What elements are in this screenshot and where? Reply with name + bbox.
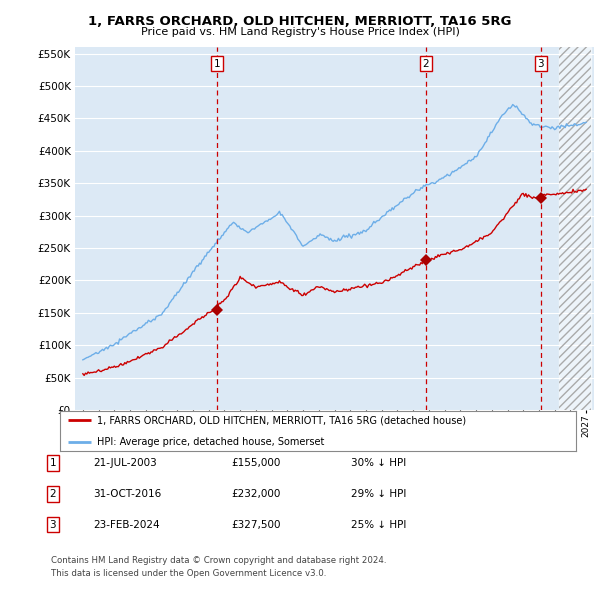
Text: Price paid vs. HM Land Registry's House Price Index (HPI): Price paid vs. HM Land Registry's House … bbox=[140, 27, 460, 37]
Text: 31-OCT-2016: 31-OCT-2016 bbox=[93, 489, 161, 499]
Text: Contains HM Land Registry data © Crown copyright and database right 2024.: Contains HM Land Registry data © Crown c… bbox=[51, 556, 386, 565]
Text: 1: 1 bbox=[214, 58, 221, 68]
Text: 21-JUL-2003: 21-JUL-2003 bbox=[93, 458, 157, 468]
Text: HPI: Average price, detached house, Somerset: HPI: Average price, detached house, Some… bbox=[97, 437, 325, 447]
Text: This data is licensed under the Open Government Licence v3.0.: This data is licensed under the Open Gov… bbox=[51, 569, 326, 578]
Text: 29% ↓ HPI: 29% ↓ HPI bbox=[351, 489, 406, 499]
Text: £155,000: £155,000 bbox=[231, 458, 280, 468]
Text: £327,500: £327,500 bbox=[231, 520, 281, 529]
Text: 2: 2 bbox=[422, 58, 429, 68]
Text: 30% ↓ HPI: 30% ↓ HPI bbox=[351, 458, 406, 468]
Text: £232,000: £232,000 bbox=[231, 489, 280, 499]
Text: 3: 3 bbox=[538, 58, 544, 68]
Text: 23-FEB-2024: 23-FEB-2024 bbox=[93, 520, 160, 529]
Text: 1, FARRS ORCHARD, OLD HITCHEN, MERRIOTT, TA16 5RG (detached house): 1, FARRS ORCHARD, OLD HITCHEN, MERRIOTT,… bbox=[97, 415, 466, 425]
Bar bbox=[559, 47, 591, 410]
Text: 1, FARRS ORCHARD, OLD HITCHEN, MERRIOTT, TA16 5RG: 1, FARRS ORCHARD, OLD HITCHEN, MERRIOTT,… bbox=[88, 15, 512, 28]
Bar bbox=[559, 47, 591, 410]
Text: 25% ↓ HPI: 25% ↓ HPI bbox=[351, 520, 406, 529]
Text: 1: 1 bbox=[49, 458, 56, 468]
Text: 2: 2 bbox=[49, 489, 56, 499]
Text: 3: 3 bbox=[49, 520, 56, 529]
